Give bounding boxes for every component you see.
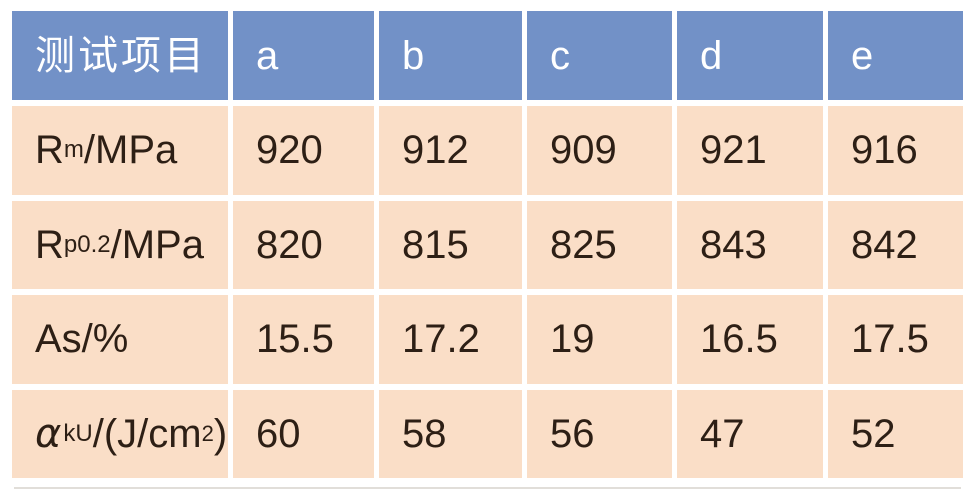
row-label-as: As/% [12,295,228,384]
table-cell: 60 [233,389,374,478]
table-cell: 909 [527,106,672,195]
table-cell: 15.5 [233,295,374,384]
header-cell-sample-a: a [233,11,374,100]
table-cell: 16.5 [677,295,823,384]
table-cell: 912 [379,106,522,195]
table-cell: 820 [233,200,374,289]
table-cell: 58 [379,389,522,478]
row-label-aku: α kU/(J/cm 2) [12,389,228,478]
bottom-shadow-line [14,487,961,489]
header-cell-test-items: 测试项目 [12,11,228,100]
table-cell: 843 [677,200,823,289]
table-cell: 921 [677,106,823,195]
table-cell: 815 [379,200,522,289]
header-cell-sample-d: d [677,11,823,100]
table-cell: 916 [828,106,963,195]
table-cell: 52 [828,389,963,478]
header-cell-sample-c: c [527,11,672,100]
table-cell: 47 [677,389,823,478]
table-cell: 842 [828,200,963,289]
table-cell: 825 [527,200,672,289]
header-cell-sample-e: e [828,11,963,100]
header-cell-sample-b: b [379,11,522,100]
table-cell: 920 [233,106,374,195]
table-cell: 56 [527,389,672,478]
table-cell: 19 [527,295,672,384]
table-cell: 17.2 [379,295,522,384]
table-cell: 17.5 [828,295,963,384]
